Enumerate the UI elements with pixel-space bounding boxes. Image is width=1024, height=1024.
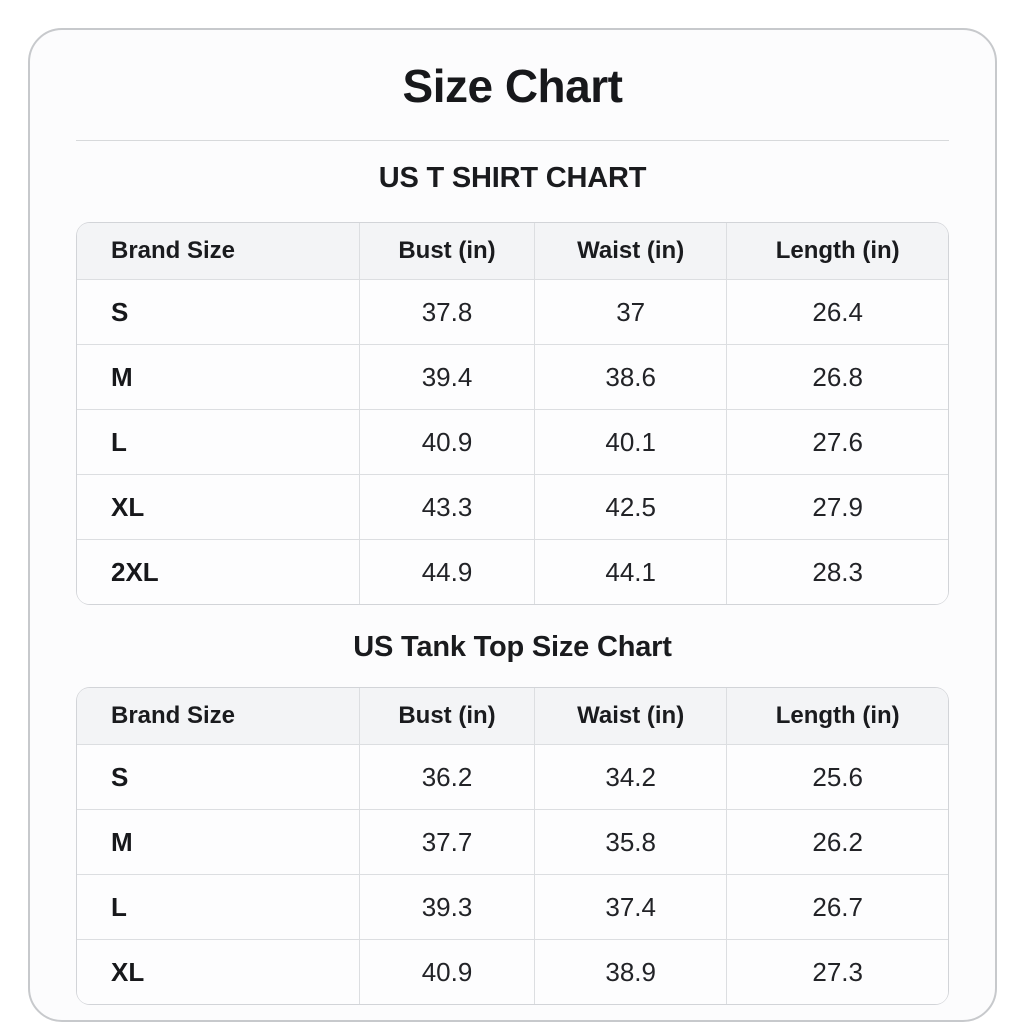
waist-cell: 42.5	[534, 474, 728, 539]
header-row: Brand Size Bust (in) Waist (in) Length (…	[77, 688, 948, 744]
tshirt-size-table: Brand Size Bust (in) Waist (in) Length (…	[76, 222, 949, 605]
length-cell: 26.8	[727, 344, 948, 409]
bust-cell: 39.4	[360, 344, 535, 409]
size-cell: XL	[77, 474, 361, 539]
table-row: L 40.9 40.1 27.6	[77, 409, 948, 474]
waist-cell: 35.8	[534, 809, 728, 874]
size-cell: S	[77, 279, 361, 344]
bust-cell: 43.3	[360, 474, 535, 539]
column-header-length: Length (in)	[727, 688, 948, 744]
column-header-length: Length (in)	[727, 223, 948, 279]
title-divider	[76, 140, 949, 141]
bust-cell: 39.3	[360, 874, 535, 939]
header-row: Brand Size Bust (in) Waist (in) Length (…	[77, 223, 948, 279]
bust-cell: 40.9	[360, 939, 535, 1004]
size-cell: M	[77, 809, 361, 874]
waist-cell: 38.9	[534, 939, 728, 1004]
length-cell: 26.2	[727, 809, 948, 874]
length-cell: 26.4	[727, 279, 948, 344]
length-cell: 27.6	[727, 409, 948, 474]
waist-cell: 40.1	[534, 409, 728, 474]
bust-cell: 36.2	[360, 744, 535, 809]
table-row: 2XL 44.9 44.1 28.3	[77, 539, 948, 604]
column-header-bust: Bust (in)	[360, 223, 535, 279]
column-header-waist: Waist (in)	[534, 688, 728, 744]
size-cell: 2XL	[77, 539, 361, 604]
column-header-brand-size: Brand Size	[77, 688, 361, 744]
size-chart-card: Size Chart US T SHIRT CHART Brand Size B…	[28, 28, 997, 1022]
column-header-bust: Bust (in)	[360, 688, 535, 744]
table-row: M 39.4 38.6 26.8	[77, 344, 948, 409]
bust-cell: 37.7	[360, 809, 535, 874]
bust-cell: 44.9	[360, 539, 535, 604]
bust-cell: 40.9	[360, 409, 535, 474]
waist-cell: 44.1	[534, 539, 728, 604]
waist-cell: 37	[534, 279, 728, 344]
length-cell: 26.7	[727, 874, 948, 939]
length-cell: 27.3	[727, 939, 948, 1004]
waist-cell: 37.4	[534, 874, 728, 939]
bust-cell: 37.8	[360, 279, 535, 344]
size-cell: M	[77, 344, 361, 409]
table-row: L 39.3 37.4 26.7	[77, 874, 948, 939]
column-header-waist: Waist (in)	[534, 223, 728, 279]
size-cell: L	[77, 409, 361, 474]
page-title: Size Chart	[402, 60, 623, 112]
table-row: S 37.8 37 26.4	[77, 279, 948, 344]
size-cell: XL	[77, 939, 361, 1004]
table-row: XL 40.9 38.9 27.3	[77, 939, 948, 1004]
waist-cell: 38.6	[534, 344, 728, 409]
waist-cell: 34.2	[534, 744, 728, 809]
length-cell: 27.9	[727, 474, 948, 539]
table-row: M 37.7 35.8 26.2	[77, 809, 948, 874]
tank-top-chart-title: US Tank Top Size Chart	[353, 631, 672, 663]
size-cell: S	[77, 744, 361, 809]
length-cell: 25.6	[727, 744, 948, 809]
tank-top-size-table: Brand Size Bust (in) Waist (in) Length (…	[76, 687, 949, 1005]
tshirt-chart-title: US T SHIRT CHART	[378, 162, 647, 194]
size-cell: L	[77, 874, 361, 939]
length-cell: 28.3	[727, 539, 948, 604]
table-row: S 36.2 34.2 25.6	[77, 744, 948, 809]
table-row: XL 43.3 42.5 27.9	[77, 474, 948, 539]
column-header-brand-size: Brand Size	[77, 223, 361, 279]
